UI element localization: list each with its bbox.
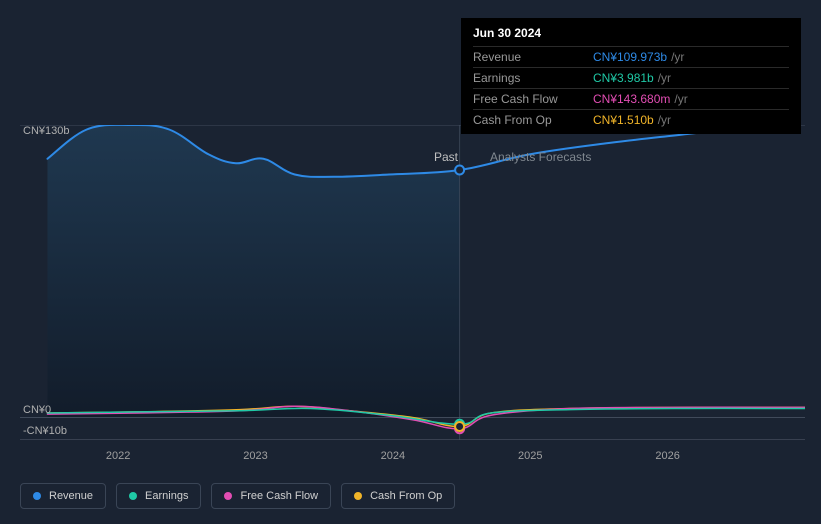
x-axis-labels: 2022 2023 2024 2025 2026: [20, 450, 805, 470]
tooltip-unit: /yr: [658, 71, 671, 85]
tooltip-row-cash-from-op: Cash From Op CN¥1.510b /yr: [473, 109, 789, 130]
legend-label: Free Cash Flow: [240, 490, 318, 502]
legend-dot-icon: [129, 492, 137, 500]
tooltip-row-revenue: Revenue CN¥109.973b /yr: [473, 46, 789, 67]
legend-dot-icon: [33, 492, 41, 500]
x-axis-label: 2024: [381, 450, 405, 462]
tooltip-unit: /yr: [658, 113, 671, 127]
legend-item-free-cash-flow[interactable]: Free Cash Flow: [211, 483, 331, 509]
x-axis-label: 2025: [518, 450, 542, 462]
chart-area[interactable]: [20, 125, 805, 440]
past-section-label: Past: [434, 150, 458, 164]
forecast-section-label: Analysts Forecasts: [490, 150, 591, 164]
legend-label: Cash From Op: [370, 490, 442, 502]
tooltip-value: CN¥109.973b: [593, 50, 667, 64]
tooltip-row-earnings: Earnings CN¥3.981b /yr: [473, 67, 789, 88]
x-axis-label: 2023: [243, 450, 267, 462]
y-axis-label-zero: CN¥0: [23, 404, 51, 416]
tooltip-value: CN¥3.981b: [593, 71, 654, 85]
tooltip-unit: /yr: [674, 92, 687, 106]
tooltip-title: Jun 30 2024: [473, 26, 789, 46]
legend-item-revenue[interactable]: Revenue: [20, 483, 106, 509]
legend-dot-icon: [224, 492, 232, 500]
legend-dot-icon: [354, 492, 362, 500]
tooltip-row-free-cash-flow: Free Cash Flow CN¥143.680m /yr: [473, 88, 789, 109]
chart-svg: [20, 125, 805, 440]
x-axis-label: 2026: [655, 450, 679, 462]
legend-item-earnings[interactable]: Earnings: [116, 483, 201, 509]
legend: Revenue Earnings Free Cash Flow Cash Fro…: [20, 483, 455, 509]
legend-label: Earnings: [145, 490, 188, 502]
tooltip-label: Free Cash Flow: [473, 92, 593, 106]
tooltip-value: CN¥1.510b: [593, 113, 654, 127]
x-axis-label: 2022: [106, 450, 130, 462]
y-axis-label-bottom: -CN¥10b: [23, 425, 67, 437]
legend-item-cash-from-op[interactable]: Cash From Op: [341, 483, 455, 509]
legend-label: Revenue: [49, 490, 93, 502]
tooltip: Jun 30 2024 Revenue CN¥109.973b /yr Earn…: [461, 18, 801, 134]
y-axis-label-top: CN¥130b: [23, 125, 69, 137]
tooltip-label: Cash From Op: [473, 113, 593, 127]
tooltip-label: Earnings: [473, 71, 593, 85]
tooltip-value: CN¥143.680m: [593, 92, 670, 106]
tooltip-unit: /yr: [671, 50, 684, 64]
tooltip-label: Revenue: [473, 50, 593, 64]
